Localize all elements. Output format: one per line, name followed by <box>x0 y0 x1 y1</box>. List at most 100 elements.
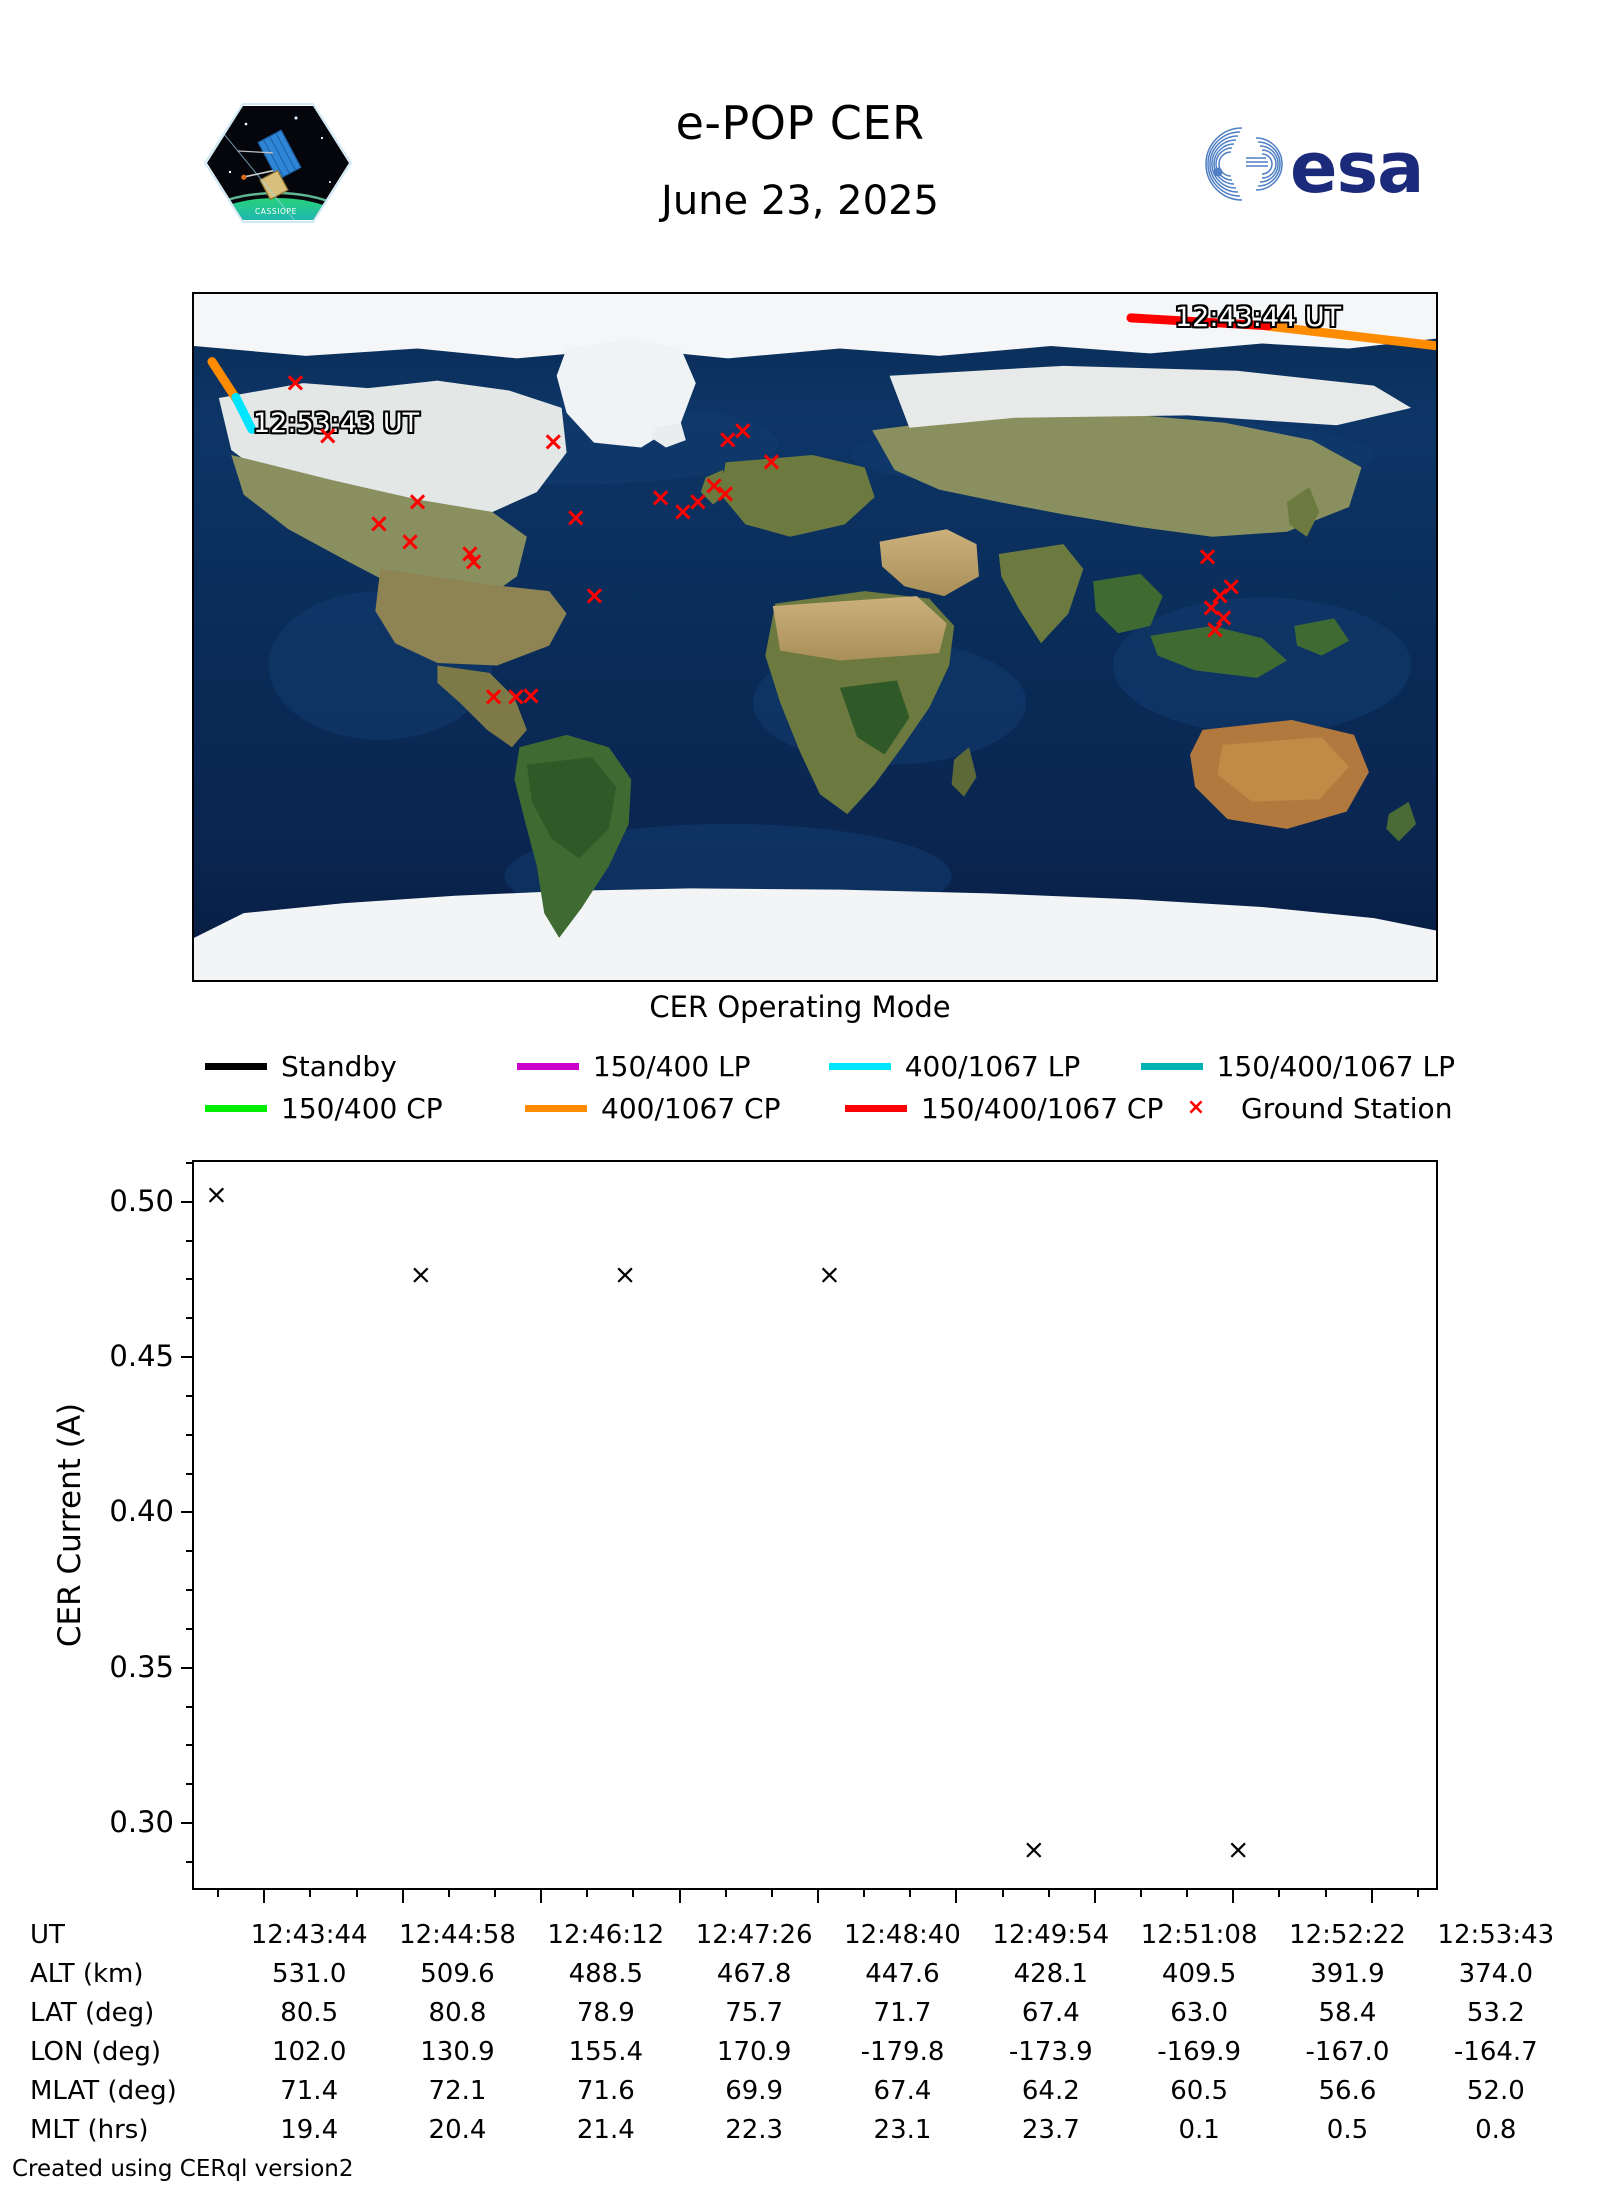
legend-150-400-lp: 150/400 LP <box>516 1050 829 1083</box>
table-cell: 12:46:12 <box>547 1919 665 1950</box>
x-axis-tick-minor <box>1001 1888 1004 1897</box>
legend-label: Ground Station <box>1241 1091 1453 1125</box>
legend-label: 150/400/1067 LP <box>1216 1049 1455 1083</box>
y-axis-tick-minor <box>186 1162 194 1164</box>
data-point: × <box>205 1179 228 1211</box>
table-cell: 374.0 <box>1458 1958 1534 1989</box>
legend-title: CER Operating Mode <box>649 990 951 1024</box>
track-segment-cyan-end <box>231 392 257 434</box>
x-axis-tick-minor <box>1324 1888 1327 1897</box>
y-axis-tick-minor <box>186 1317 194 1320</box>
legend-150-400-cp: 150/400 CP <box>205 1092 525 1125</box>
table-cell: 71.6 <box>576 2075 635 2106</box>
table-cell: 170.9 <box>716 2036 792 2067</box>
x-axis-tick-major <box>1232 1888 1235 1903</box>
table-cell: 23.7 <box>1021 2114 1080 2145</box>
table-row-label: LON (deg) <box>30 2036 162 2067</box>
legend-150-400-1067-cp: 150/400/1067 CP <box>845 1092 1165 1125</box>
legend-standby: Standby <box>205 1050 517 1083</box>
x-axis-tick-minor <box>1140 1888 1143 1897</box>
x-axis-tick-minor <box>493 1888 496 1897</box>
table-cell: 155.4 <box>568 2036 644 2067</box>
table-cell: -164.7 <box>1453 2036 1538 2067</box>
x-axis-tick-major <box>1370 1888 1373 1903</box>
table-cell: 531.0 <box>271 1958 347 1989</box>
table-cell: 12:51:08 <box>1140 1919 1258 1950</box>
table-row-label: MLT (hrs) <box>30 2114 149 2145</box>
table-cell: 78.9 <box>576 1997 635 2028</box>
table-cell: 22.3 <box>725 2114 784 2145</box>
y-axis-tick-minor <box>186 1472 194 1475</box>
y-axis-tick-minor <box>186 1278 194 1281</box>
table-cell: -179.8 <box>860 2036 945 2067</box>
table-cell: 53.2 <box>1466 1997 1525 2028</box>
y-axis-tick-label: 0.45 <box>109 1339 174 1374</box>
table-cell: 0.5 <box>1326 2114 1369 2145</box>
table-cell: 12:48:40 <box>844 1919 961 1950</box>
y-axis-tick-major <box>181 1822 194 1825</box>
table-cell: 467.8 <box>716 1958 792 1989</box>
table-cell: 64.2 <box>1021 2075 1080 2106</box>
x-axis-tick-minor <box>447 1888 450 1897</box>
table-cell: 509.6 <box>420 1958 495 1989</box>
x-axis-tick-major <box>1093 1888 1096 1903</box>
legend-label: Standby <box>281 1049 397 1083</box>
legend-color-swatch <box>516 1062 579 1070</box>
y-axis-tick-minor <box>186 1627 194 1630</box>
esa-logo: esa <box>1182 122 1464 209</box>
x-axis-tick-minor <box>217 1888 220 1897</box>
track-segment-red-start <box>1126 313 1274 331</box>
table-row-label: UT <box>30 1919 65 1950</box>
table-cell: 21.4 <box>576 2114 635 2145</box>
x-axis-tick-minor <box>1416 1888 1419 1897</box>
x-axis-tick-minor <box>909 1888 912 1897</box>
y-axis-tick-major <box>181 1356 194 1359</box>
table-row: MLT (hrs) 19.4 20.4 21.4 22.3 23.1 23.7 0.1 0.5 0… <box>30 2110 1570 2149</box>
x-axis-tick-major <box>401 1888 404 1903</box>
table-cell: 20.4 <box>428 2114 487 2145</box>
y-axis-tick-minor <box>186 1744 194 1747</box>
cassiope-logo-caption: CASSIOPE <box>255 207 297 216</box>
table-cell: 391.9 <box>1310 1958 1385 1989</box>
x-axis-tick-minor <box>1278 1888 1281 1897</box>
x-axis-tick-major <box>263 1888 266 1903</box>
table-cell: 0.8 <box>1475 2114 1517 2145</box>
table-row: MLAT (deg) 71.4 72.1 71.6 69.9 67.4 64.2 60.5 56… <box>30 2071 1570 2110</box>
y-axis-tick-major <box>181 1511 194 1514</box>
y-axis-tick-label: 0.40 <box>109 1494 174 1529</box>
legend-row: 150/400 CP 400/1067 CP 150/400/1067 CP × Gro… <box>205 1087 1455 1129</box>
x-axis-tick-minor <box>309 1888 312 1897</box>
data-point: × <box>818 1259 841 1291</box>
table-cell: 12:44:58 <box>399 1919 516 1950</box>
ephemeris-table: UT 12:43:44 12:44:58 12:46:12 12:47:26 12:48:… <box>30 1915 1570 2149</box>
map-start-time-label: 12:43:44 UT <box>1175 302 1342 333</box>
table-cell: 428.1 <box>1013 1958 1089 1989</box>
table-cell: -169.9 <box>1157 2036 1242 2067</box>
x-axis-tick-minor <box>355 1888 358 1897</box>
table-cell: 12:53:43 <box>1437 1919 1555 1950</box>
legend-label: 150/400 CP <box>281 1091 443 1125</box>
y-axis-tick-major <box>181 1200 194 1203</box>
legend-color-swatch <box>525 1104 587 1112</box>
data-point: × <box>1226 1834 1250 1866</box>
table-cell: 67.4 <box>873 2075 932 2106</box>
page-title: e-POP CER <box>675 96 925 150</box>
x-axis-tick-minor <box>724 1888 727 1897</box>
legend-label: 400/1067 LP <box>904 1049 1081 1083</box>
table-cell: 75.7 <box>725 1997 784 2028</box>
page-header: CASSIOPE e-POP CER June 23, 2025 <box>0 0 1600 224</box>
table-row-label: MLAT (deg) <box>30 2075 177 2106</box>
legend-color-swatch <box>828 1062 891 1070</box>
legend-ground-station-icon: × <box>1186 1095 1206 1120</box>
x-axis-tick-minor <box>863 1888 866 1897</box>
x-axis-tick-minor <box>632 1888 635 1897</box>
track-segment-orange-start <box>1261 321 1436 351</box>
y-axis-tick-minor <box>186 1589 194 1592</box>
y-axis-tick-minor <box>186 1239 194 1242</box>
table-cell: 12:49:54 <box>992 1919 1110 1950</box>
legend-color-swatch <box>205 1104 267 1112</box>
y-axis-tick-label: 0.30 <box>109 1805 174 1840</box>
legend: Standby 150/400 LP 400/1067 LP 150/400/1067… <box>205 1045 1455 1129</box>
legend-400-1067-lp: 400/1067 LP <box>828 1049 1141 1083</box>
y-axis-tick-minor <box>186 1433 194 1436</box>
